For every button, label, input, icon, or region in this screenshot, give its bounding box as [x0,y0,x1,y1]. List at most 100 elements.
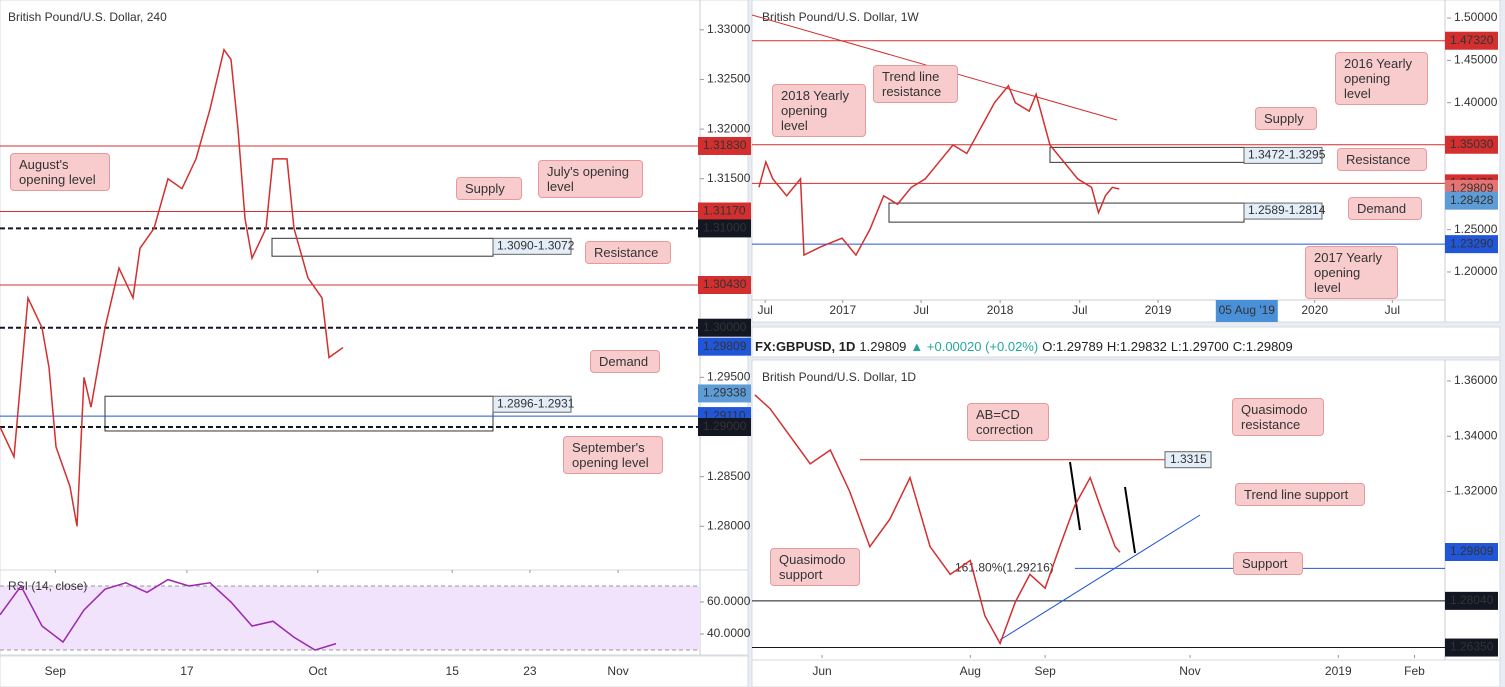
y-tick-label: 1.45000 [1454,53,1498,67]
price-tag [698,219,751,238]
zone-label-bg [1243,146,1323,164]
y-tick-label: 1.20000 [1454,264,1498,278]
header-item: O:1.29789 [1042,339,1103,354]
y-tick-label: 40.0000 [707,626,751,640]
x-tick-label: Jul [757,303,772,317]
zone-label-bg [492,237,572,255]
x-tick-label: 2020 [1301,303,1328,317]
y-tick-label: 1.25000 [1454,222,1498,236]
x-tick-label: Nov [607,664,628,678]
callout: Quasimodo resistance [1232,398,1324,436]
x-tick-label: 17 [180,664,194,678]
y-tick-label: 1.50000 [1454,10,1498,24]
price-tag [1445,235,1498,254]
price-tag-label: 1.23290 [1450,236,1494,250]
price-tag [1445,591,1498,610]
callout: 2016 Yearly opening level [1335,52,1428,105]
y-tick-label: 1.28000 [707,518,751,532]
x-tick-label: Jul [1072,303,1087,317]
callout: Trend line resistance [873,65,958,103]
price-tag-label: 1.30000 [703,320,747,334]
callout: Supply [1255,107,1317,130]
x-tick-label: Jul [1385,303,1400,317]
header-item: FX:GBPUSD, 1D [755,339,856,354]
header-item: C:1.29809 [1232,339,1293,354]
x-tick-label: 23 [523,664,537,678]
zone-label-bg [492,395,572,413]
callout: September's opening level [563,436,663,474]
price-tag [1445,542,1498,561]
price-tag [1445,638,1498,657]
callout: Demand [1348,197,1422,220]
y-tick-label: 1.32000 [1454,484,1498,498]
callout: Trend line support [1235,483,1365,506]
x-tick-label: Feb [1404,664,1425,678]
price-tag-label: 1.31830 [703,138,747,152]
symbol-header: FX:GBPUSD, 1D 1.29809 ▲ +0.00020 (+0.02%) O… [755,339,1297,354]
price-tag-label: 1.47320 [1450,33,1494,47]
price-tag [698,418,751,437]
price-tag-label: 1.30430 [703,277,747,291]
price-tag-label: 1.29809 [1450,181,1494,195]
callout: Demand [590,350,660,373]
rsi-band [0,586,700,651]
x-tick-label: 15 [446,664,460,678]
price-tag-label: 1.26350 [1450,640,1494,654]
callout: AB=CD correction [967,403,1049,441]
callout: Support [1233,552,1303,575]
trend-support [999,514,1201,641]
zone-label: 1.2896-1.2931 [497,396,575,410]
callout: Resistance [1337,148,1427,171]
y-tick-label: 1.32000 [707,121,751,135]
callout: Resistance [585,241,671,264]
fib-label: 161.80%(1.29216) [955,561,1054,575]
x-tick-label: Oct [308,664,327,678]
y-tick-label: 1.33000 [707,22,751,36]
header-item: 1.29809 [859,339,907,354]
x-tick-label: Sep [1034,664,1056,678]
price-tag [1445,135,1498,154]
price-tag [1445,31,1498,50]
x-tick-label: 2017 [829,303,856,317]
price-tag [1445,191,1498,210]
price-tag-label: 1.29809 [703,339,747,353]
callout: July's opening level [538,160,643,198]
price-tag-label: 1.29809 [1450,544,1494,558]
price-tag [698,202,751,221]
y-tick-label: 1.29500 [707,370,751,384]
cursor-label-bg [1215,300,1278,322]
chart-title: RSI (14, close) [8,579,87,593]
price-tag-label: 1.28040 [1450,593,1494,607]
price-tag-label: 1.29338 [703,386,747,400]
x-tick-label: Jul [913,303,928,317]
y-tick-label: 1.40000 [1454,95,1498,109]
bottom-axis [751,659,1501,687]
price-tag-label: 1.29000 [703,419,747,433]
callout: 2017 Yearly opening level [1305,246,1398,299]
x-tick-label: 2018 [987,303,1014,317]
price-line [754,394,1121,646]
chart-title: British Pound/U.S. Dollar, 1W [762,10,919,24]
x-tick-label: Aug [960,664,981,678]
x-tick-label: Nov [1179,664,1200,678]
cursor-label: 05 Aug '19 [1219,303,1276,317]
chart-title: British Pound/U.S. Dollar, 1D [762,370,916,384]
callout: 2018 Yearly opening level [772,84,866,137]
marker-label-bg [1164,451,1212,469]
x-tick-label: Sep [45,664,67,678]
y-tick-label: 60.0000 [707,594,751,608]
arrow [1124,486,1136,554]
x-tick-label: Jun [812,664,831,678]
y-tick-label: 1.32500 [707,72,751,86]
callout: Quasimodo support [770,548,860,586]
price-line [0,578,337,651]
panel [751,359,1501,661]
header-bar [751,326,1501,358]
zone-label: 1.2589-1.2814 [1248,203,1326,217]
bottom-axis [0,655,749,687]
price-tag-label: 1.28428 [1450,193,1494,207]
header-item: ▲ +0.00020 (+0.02%) [910,339,1039,354]
zone-label: 1.3090-1.3072 [497,238,575,252]
price-tag [698,318,751,337]
price-tag [698,276,751,294]
